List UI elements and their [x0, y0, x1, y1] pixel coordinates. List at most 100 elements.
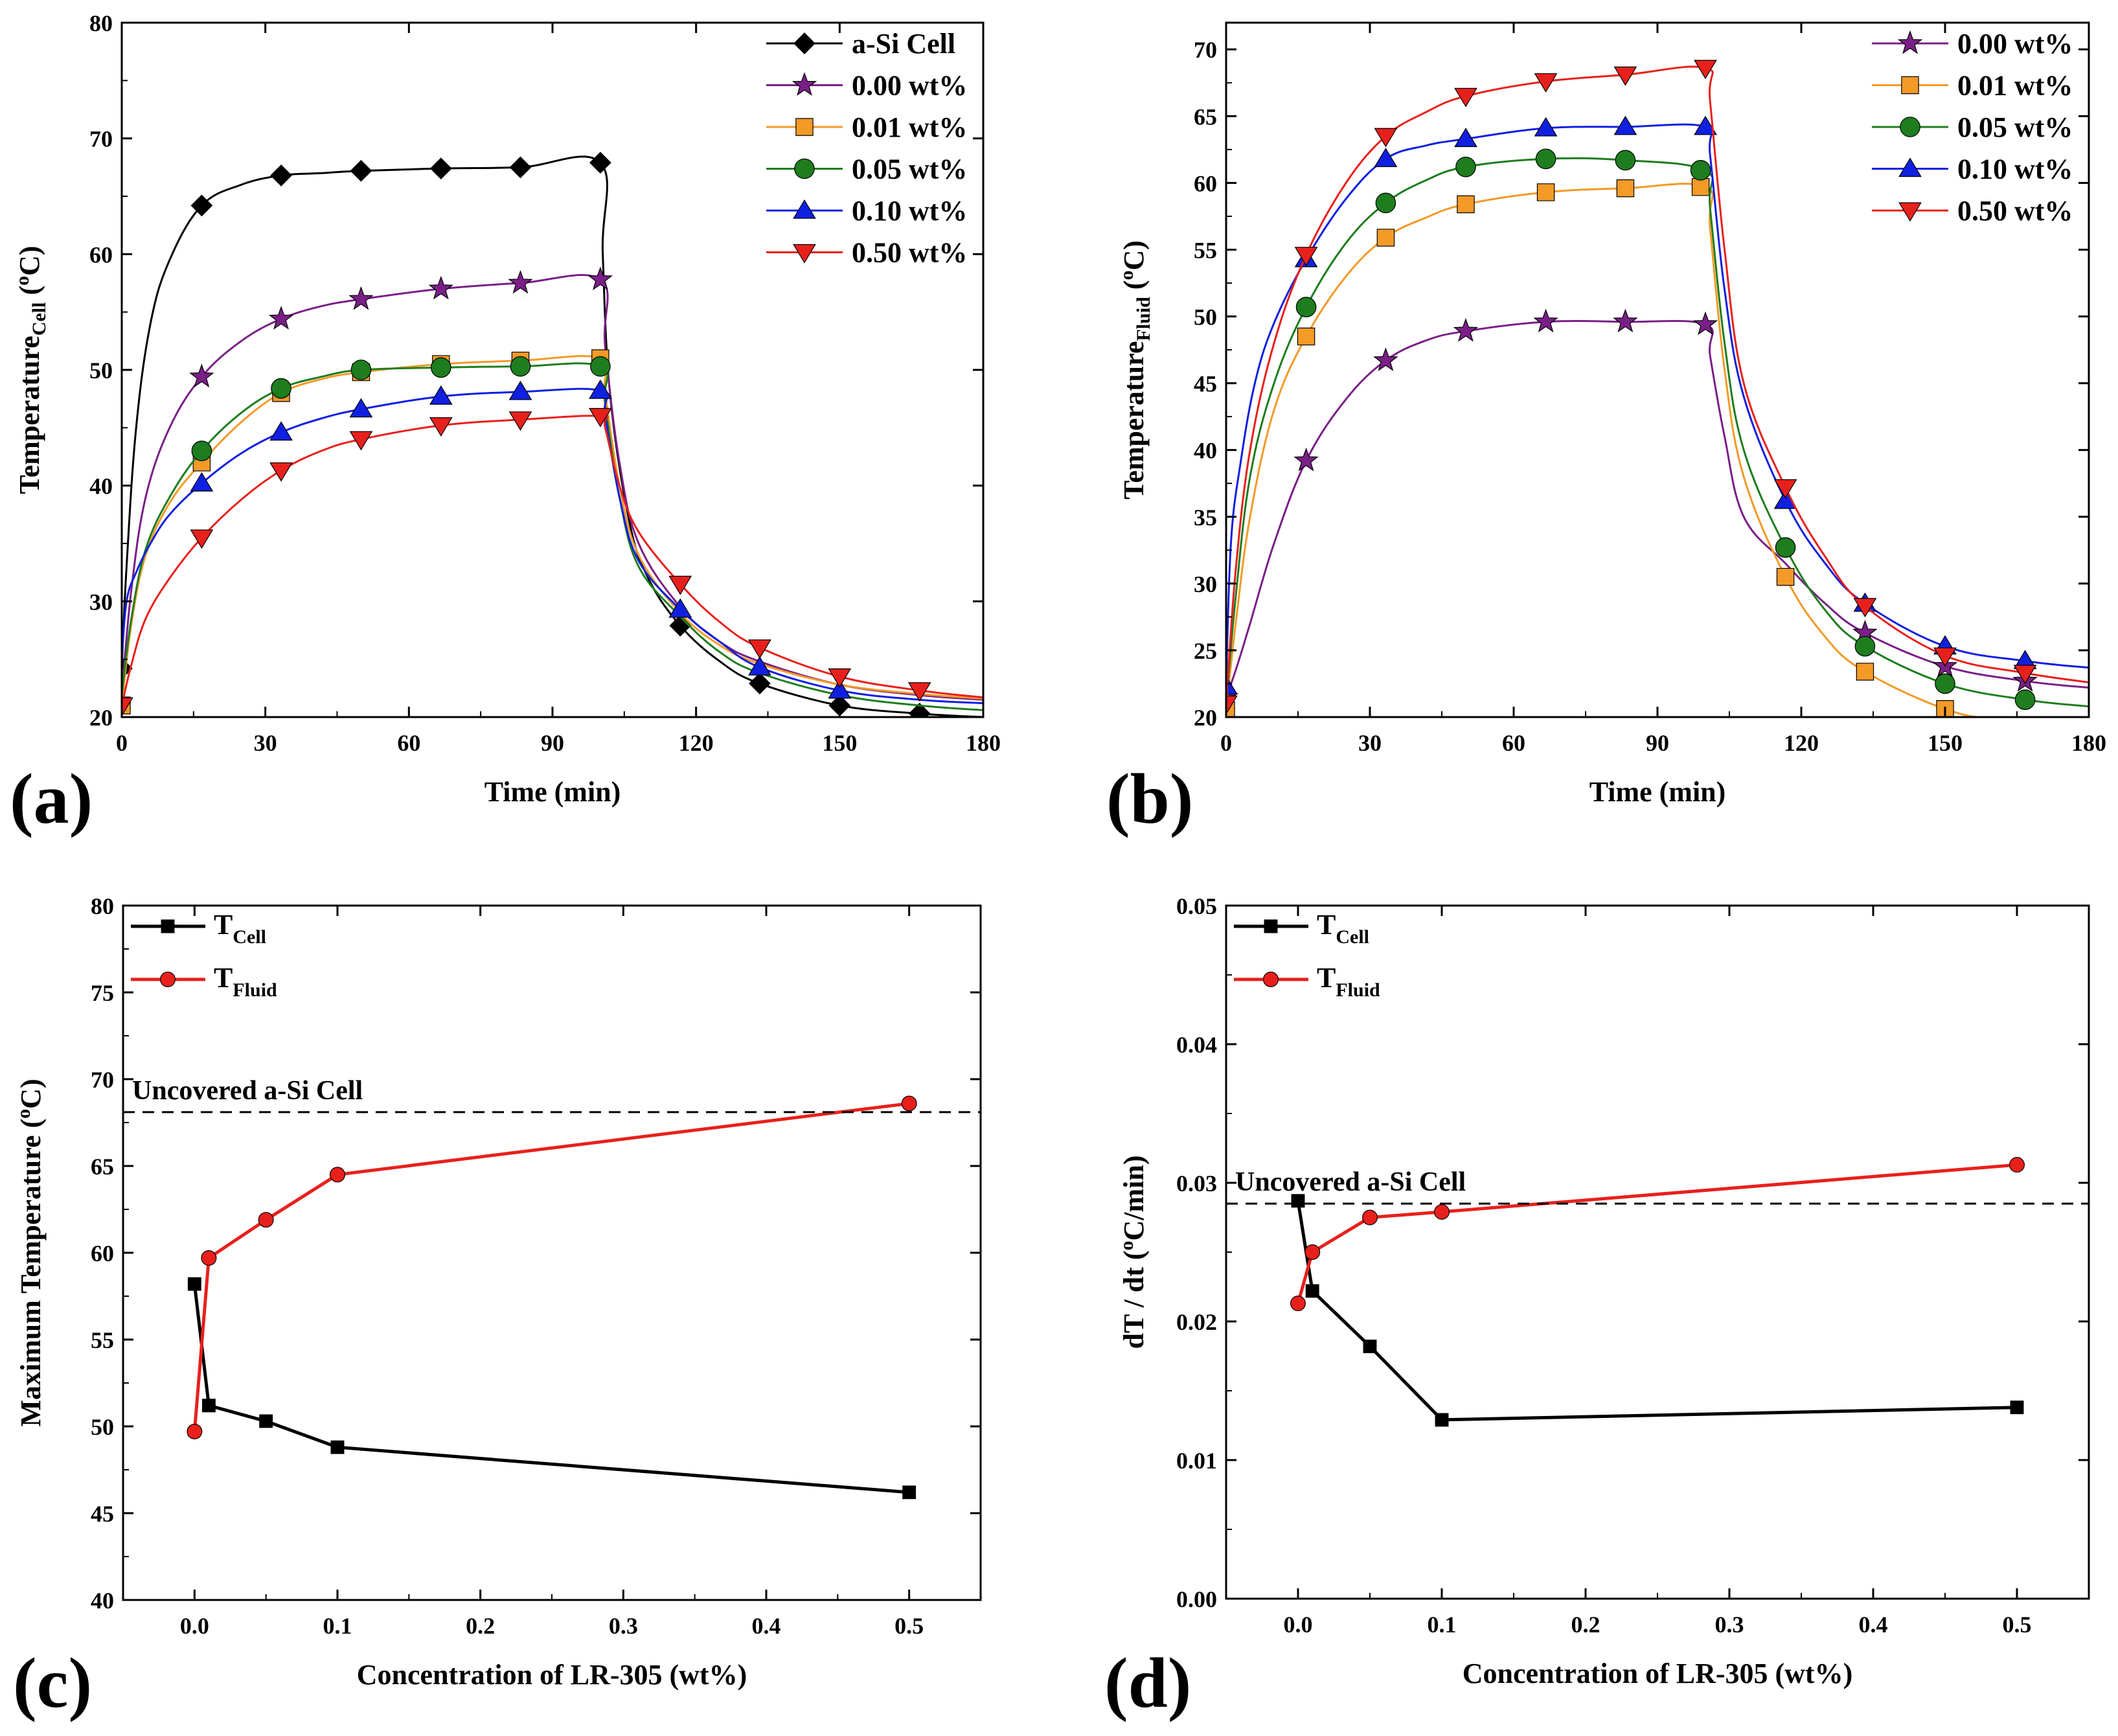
data-point [2009, 1157, 2025, 1173]
y-tick-label: 35 [1194, 505, 1217, 531]
legend-label: 0.00 wt% [852, 70, 967, 102]
data-point [1775, 537, 1796, 558]
data-point [1375, 192, 1396, 214]
y-axis-label: TemperatureCell (oC) [12, 246, 50, 494]
series-t-cell [1291, 1194, 2024, 1427]
y-tick-label: 80 [91, 893, 114, 919]
x-tick-label: 0.3 [1715, 1612, 1744, 1638]
y-axis-label: TemperatureFluid (oC) [1116, 240, 1154, 499]
legend: TCell TFluid [131, 909, 277, 1001]
legend-marker [795, 118, 814, 136]
data-point [1226, 675, 1238, 695]
data-point [1533, 308, 1558, 333]
data-point [259, 1414, 273, 1428]
data-point [269, 462, 293, 482]
data-point [908, 702, 931, 717]
legend-marker [161, 919, 175, 933]
data-point [1694, 115, 1717, 135]
data-point [1293, 448, 1319, 472]
data-point [1362, 1209, 1378, 1226]
data-point [1297, 327, 1315, 346]
series-line [122, 355, 983, 706]
x-tick-label: 180 [966, 730, 1001, 756]
data-point [589, 379, 612, 399]
y-tick-label: 30 [1194, 571, 1217, 597]
series-line [1226, 65, 2089, 704]
data-point [1933, 647, 1957, 667]
data-point [828, 679, 852, 699]
x-axis-label: Concentration of LR-305 (wt%) [357, 1659, 747, 1691]
data-point [510, 356, 531, 377]
x-tick-label: 0.2 [466, 1613, 495, 1639]
x-tick-label: 90 [541, 730, 564, 756]
y-tick-label: 0.04 [1176, 1032, 1217, 1058]
legend-label: 0.10 wt% [1957, 154, 2073, 185]
data-point [1434, 1204, 1450, 1220]
legend-marker [1264, 919, 1278, 933]
legend-label: TFluid [1317, 962, 1380, 1001]
data-point [1694, 60, 1717, 80]
data-point [349, 431, 373, 451]
y-tick-label: 20 [1194, 705, 1217, 731]
legend-marker [1262, 971, 1279, 987]
legend-marker [793, 244, 816, 264]
data-point [1290, 1296, 1306, 1312]
data-point [350, 159, 372, 182]
data-point [2014, 689, 2036, 710]
series-line [1296, 1200, 2018, 1422]
data-point [1294, 247, 1318, 266]
data-point [1853, 598, 1877, 618]
plot-frame [1225, 904, 2090, 1600]
x-tick-label: 0.5 [2003, 1612, 2032, 1638]
legend-label: 0.01 wt% [1957, 70, 2073, 102]
data-point [1776, 567, 1795, 586]
x-tick-label: 120 [679, 730, 714, 756]
legend-label: 0.05 wt% [852, 154, 967, 185]
series-0-01-wt- [122, 349, 983, 714]
legend: a-Si Cell 0.00 wt% 0.01 wt% 0.05 wt% 0.10 wt… [766, 28, 967, 269]
x-tick-label: 120 [1784, 730, 1819, 756]
series-line [1226, 183, 1985, 717]
series-line [122, 362, 983, 711]
y-tick-label: 0.05 [1176, 893, 1217, 919]
legend-marker [793, 32, 815, 54]
x-axis-label: Time (min) [484, 776, 621, 808]
y-axis-label: Maximum Temperature (oC) [13, 1079, 47, 1426]
data-point [268, 306, 294, 330]
data-point [1534, 73, 1558, 93]
series-line [1226, 157, 2089, 707]
data-point [1935, 673, 1955, 694]
y-tick-label: 40 [89, 474, 113, 499]
legend-marker [1898, 157, 1922, 177]
data-point [1613, 115, 1637, 135]
legend-marker [1897, 30, 1923, 54]
series-line [1226, 123, 2089, 687]
x-tick-label: 150 [822, 730, 857, 756]
data-point [907, 682, 931, 702]
y-tick-label: 50 [91, 1414, 114, 1440]
data-point [508, 411, 532, 431]
y-tick-label: 40 [91, 1588, 114, 1614]
panel-label: (a) [10, 759, 93, 838]
panel-b: 0 30 60 90 120 150 180 20 25 30 35 40 45 50 55 60 65 70 Ti… [1106, 21, 2106, 838]
data-point [1373, 347, 1398, 371]
plot-data [187, 1095, 917, 1500]
data-point [2010, 1400, 2024, 1415]
y-tick-label: 0.01 [1176, 1448, 1217, 1474]
data-point [428, 275, 454, 300]
series-0-05-wt- [1226, 148, 2089, 710]
panel-label: (d) [1104, 1643, 1191, 1722]
x-tick-label: 150 [1928, 730, 1963, 756]
plot-data [122, 152, 983, 717]
y-tick-label: 25 [1194, 638, 1217, 664]
legend-label: 0.50 wt% [1957, 195, 2073, 227]
data-point [1856, 663, 1874, 681]
series-0-05-wt- [122, 356, 983, 711]
panel-d: Uncovered a-Si Cell 0.0 0.1 0.2 0.3 0.4 0.5 0.0… [1104, 893, 2090, 1722]
data-point [1305, 1284, 1319, 1298]
series-line [1226, 319, 2089, 698]
series-line [122, 155, 983, 717]
y-tick-label: 0.00 [1176, 1586, 1217, 1612]
legend-label: 0.10 wt% [852, 195, 967, 227]
data-point [1613, 308, 1638, 333]
